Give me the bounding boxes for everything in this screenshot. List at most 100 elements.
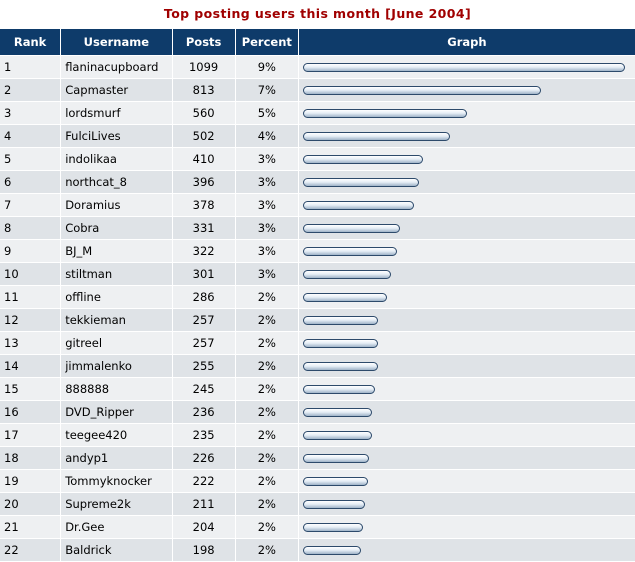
table-row: 3 lordsmurf 560 5% bbox=[0, 102, 635, 124]
posts-cell: 255 bbox=[172, 355, 235, 377]
username-link[interactable]: Doramius bbox=[61, 194, 172, 216]
table-row: 2 Capmaster 813 7% bbox=[0, 79, 635, 101]
graph-cell bbox=[298, 79, 635, 101]
rank-cell: 17 bbox=[0, 424, 61, 446]
username-link[interactable]: gitreel bbox=[61, 332, 172, 354]
username-link[interactable]: Baldrick bbox=[61, 539, 172, 561]
post-count-bar bbox=[302, 270, 391, 279]
post-count-bar bbox=[302, 454, 369, 463]
percent-cell: 7% bbox=[235, 79, 298, 101]
table-row: 16 DVD_Ripper 236 2% bbox=[0, 401, 635, 423]
post-count-bar bbox=[302, 546, 361, 555]
username-link[interactable]: stiltman bbox=[61, 263, 172, 285]
table-row: 19 Tommyknocker 222 2% bbox=[0, 470, 635, 492]
posts-cell: 204 bbox=[172, 516, 235, 538]
post-count-bar bbox=[302, 178, 419, 187]
percent-cell: 2% bbox=[235, 355, 298, 377]
username-link[interactable]: Capmaster bbox=[61, 79, 172, 101]
username-link[interactable]: BJ_M bbox=[61, 240, 172, 262]
column-header-rank: Rank bbox=[0, 29, 61, 55]
posts-cell: 301 bbox=[172, 263, 235, 285]
rank-cell: 6 bbox=[0, 171, 61, 193]
posts-cell: 322 bbox=[172, 240, 235, 262]
rank-cell: 2 bbox=[0, 79, 61, 101]
username-link[interactable]: FulciLives bbox=[61, 125, 172, 147]
rank-cell: 10 bbox=[0, 263, 61, 285]
username-link[interactable]: indolikaa bbox=[61, 148, 172, 170]
table-row: 1 flaninacupboard 1099 9% bbox=[0, 56, 635, 78]
table-row: 22 Baldrick 198 2% bbox=[0, 539, 635, 561]
posts-cell: 235 bbox=[172, 424, 235, 446]
percent-cell: 2% bbox=[235, 447, 298, 469]
graph-cell bbox=[298, 102, 635, 124]
posts-cell: 245 bbox=[172, 378, 235, 400]
post-count-bar bbox=[302, 523, 363, 532]
post-count-bar bbox=[302, 408, 372, 417]
table-row: 13 gitreel 257 2% bbox=[0, 332, 635, 354]
username-link[interactable]: Supreme2k bbox=[61, 493, 172, 515]
username-link[interactable]: DVD_Ripper bbox=[61, 401, 172, 423]
table-row: 7 Doramius 378 3% bbox=[0, 194, 635, 216]
top-posters-table: Rank Username Posts Percent Graph 1 flani… bbox=[0, 28, 635, 562]
graph-cell bbox=[298, 217, 635, 239]
username-link[interactable]: Dr.Gee bbox=[61, 516, 172, 538]
rank-cell: 21 bbox=[0, 516, 61, 538]
graph-cell bbox=[298, 493, 635, 515]
username-link[interactable]: offline bbox=[61, 286, 172, 308]
table-row: 10 stiltman 301 3% bbox=[0, 263, 635, 285]
graph-cell bbox=[298, 148, 635, 170]
percent-cell: 2% bbox=[235, 378, 298, 400]
percent-cell: 9% bbox=[235, 56, 298, 78]
username-link[interactable]: flaninacupboard bbox=[61, 56, 172, 78]
percent-cell: 2% bbox=[235, 286, 298, 308]
username-link[interactable]: Cobra bbox=[61, 217, 172, 239]
percent-cell: 3% bbox=[235, 148, 298, 170]
table-row: 15 888888 245 2% bbox=[0, 378, 635, 400]
graph-cell bbox=[298, 332, 635, 354]
percent-cell: 3% bbox=[235, 217, 298, 239]
post-count-bar bbox=[302, 201, 414, 210]
username-link[interactable]: Tommyknocker bbox=[61, 470, 172, 492]
post-count-bar bbox=[302, 293, 387, 302]
table-row: 6 northcat_8 396 3% bbox=[0, 171, 635, 193]
table-row: 5 indolikaa 410 3% bbox=[0, 148, 635, 170]
rank-cell: 22 bbox=[0, 539, 61, 561]
username-link[interactable]: andyp1 bbox=[61, 447, 172, 469]
rank-cell: 18 bbox=[0, 447, 61, 469]
table-body: 1 flaninacupboard 1099 9% 2 Capmaster 813 7% 3 lo… bbox=[0, 56, 635, 561]
username-link[interactable]: 888888 bbox=[61, 378, 172, 400]
posts-cell: 410 bbox=[172, 148, 235, 170]
percent-cell: 2% bbox=[235, 493, 298, 515]
graph-cell bbox=[298, 539, 635, 561]
username-link[interactable]: jimmalenko bbox=[61, 355, 172, 377]
username-link[interactable]: lordsmurf bbox=[61, 102, 172, 124]
posts-cell: 502 bbox=[172, 125, 235, 147]
posts-cell: 211 bbox=[172, 493, 235, 515]
username-link[interactable]: tekkieman bbox=[61, 309, 172, 331]
percent-cell: 5% bbox=[235, 102, 298, 124]
graph-cell bbox=[298, 309, 635, 331]
percent-cell: 2% bbox=[235, 470, 298, 492]
post-count-bar bbox=[302, 109, 467, 118]
posts-cell: 378 bbox=[172, 194, 235, 216]
posts-cell: 286 bbox=[172, 286, 235, 308]
posts-cell: 331 bbox=[172, 217, 235, 239]
post-count-bar bbox=[302, 247, 397, 256]
rank-cell: 16 bbox=[0, 401, 61, 423]
graph-cell bbox=[298, 470, 635, 492]
rank-cell: 13 bbox=[0, 332, 61, 354]
posts-cell: 236 bbox=[172, 401, 235, 423]
percent-cell: 2% bbox=[235, 332, 298, 354]
username-link[interactable]: northcat_8 bbox=[61, 171, 172, 193]
post-count-bar bbox=[302, 431, 372, 440]
graph-cell bbox=[298, 447, 635, 469]
column-header-percent: Percent bbox=[235, 29, 298, 55]
rank-cell: 20 bbox=[0, 493, 61, 515]
rank-cell: 14 bbox=[0, 355, 61, 377]
percent-cell: 2% bbox=[235, 401, 298, 423]
rank-cell: 19 bbox=[0, 470, 61, 492]
percent-cell: 3% bbox=[235, 263, 298, 285]
graph-cell bbox=[298, 194, 635, 216]
username-link[interactable]: teegee420 bbox=[61, 424, 172, 446]
percent-cell: 3% bbox=[235, 171, 298, 193]
